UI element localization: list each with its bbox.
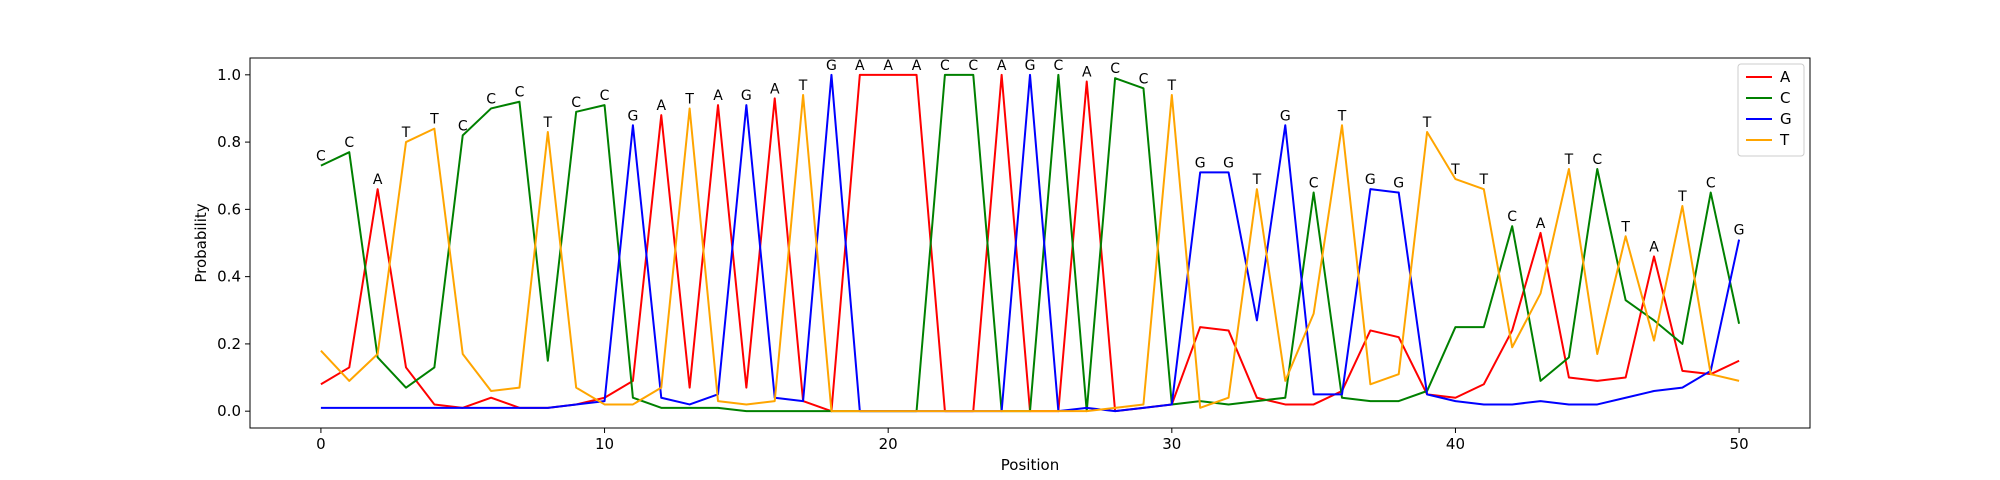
y-axis-label: Probability [192,203,210,282]
x-tick-label: 30 [1162,435,1181,453]
max-base-label: T [1252,172,1262,188]
y-tick-label: 0.4 [217,268,241,286]
max-base-label: T [1620,219,1630,235]
max-base-label: C [571,95,581,111]
x-tick-label: 10 [595,435,614,453]
max-base-label: T [684,91,694,107]
max-base-label: A [997,58,1007,74]
max-base-label: G [1393,176,1404,192]
max-base-label: T [429,112,439,128]
max-base-label: C [486,91,496,107]
max-base-label: T [1677,189,1687,205]
max-base-label: A [1536,216,1546,232]
max-base-label: G [627,108,638,124]
plot-frame [249,57,1811,429]
legend-label-C: C [1780,89,1790,107]
x-tick-label: 0 [316,435,326,453]
y-tick-label: 1.0 [217,66,241,84]
max-base-label: T [1564,152,1574,168]
max-base-label: T [1337,108,1347,124]
max-base-label: T [1450,162,1460,178]
series-line-G [320,73,1741,413]
max-base-label: A [770,81,780,97]
max-base-label: C [1592,152,1602,168]
max-base-label: G [1025,58,1036,74]
max-base-label: G [1280,108,1291,124]
max-base-label: C [1309,176,1319,192]
max-base-label: A [1649,239,1659,255]
legend-label-T: T [1779,131,1790,149]
max-base-label: C [940,58,950,74]
max-base-label: T [401,125,411,141]
max-base-label: G [741,88,752,104]
x-axis-label: Position [1001,456,1059,474]
x-tick-label: 50 [1730,435,1749,453]
max-base-label: C [344,135,354,151]
max-base-label: C [515,85,525,101]
max-base-label: T [543,115,553,131]
max-base-label: T [1422,115,1432,131]
max-base-label: A [373,172,383,188]
max-base-label: G [1365,172,1376,188]
axes: 0 10 20 30 40 50 0.0 0.2 0.4 0.6 0.8 1.0 [217,66,1748,453]
max-base-label: A [1082,65,1092,81]
max-base-label: C [1507,209,1517,225]
max-base-label: A [855,58,865,74]
max-base-label: A [912,58,922,74]
y-tick-label: 0.0 [217,402,241,420]
max-base-label: C [316,149,326,165]
x-tick-label: 20 [879,435,898,453]
max-base-label: T [1167,78,1177,94]
legend-box [1737,63,1805,157]
x-tick-label: 40 [1446,435,1465,453]
max-base-label: G [1195,155,1206,171]
max-base-label: C [1706,176,1716,192]
max-base-label: G [1223,155,1234,171]
max-base-label: C [1053,58,1063,74]
legend-label-G: G [1780,110,1792,128]
y-tick-label: 0.2 [217,335,241,353]
max-base-labels: C C A T T C C C T C C G A T A G A T G A A A C C A G C A C C T G G T G C T G G T… [316,58,1745,256]
max-base-label: G [1734,223,1745,239]
series-line-A [320,73,1740,413]
max-base-label: C [1139,71,1149,87]
series-lines [320,73,1741,413]
max-base-label: C [600,88,610,104]
max-base-label: A [656,98,666,114]
max-base-label: C [968,58,978,74]
y-tick-label: 0.8 [217,133,241,151]
y-tick-label: 0.6 [217,200,241,218]
max-base-label: C [1110,61,1120,77]
max-base-label: G [826,58,837,74]
max-base-label: A [883,58,893,74]
max-base-label: C [458,118,468,134]
max-base-label: A [713,88,723,104]
legend-label-A: A [1780,68,1791,86]
series-line-T [320,94,1740,413]
series-line-C [320,73,1741,413]
max-base-label: T [1479,172,1489,188]
max-base-label: T [798,78,808,94]
